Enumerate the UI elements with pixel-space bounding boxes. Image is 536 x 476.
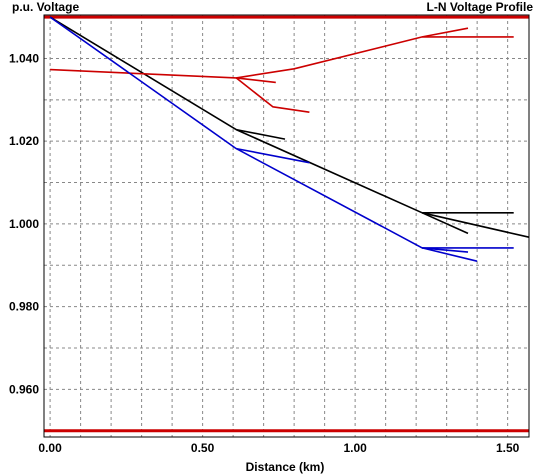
phase-voltage-line	[422, 247, 469, 253]
x-tick-label: 0.50	[191, 441, 215, 455]
y-tick-label: 0.960	[9, 382, 39, 396]
chart-title: L-N Voltage Profile	[427, 0, 534, 14]
phase-voltage-line	[422, 247, 478, 262]
y-tick-labels: 0.960 0.980 1.000 1.020 1.040	[9, 51, 39, 396]
x-axis-label: Distance (km)	[246, 460, 325, 474]
y-tick-label: 1.000	[9, 217, 39, 231]
grid	[44, 15, 529, 437]
x-tick-labels: 0.00 0.50 1.00 1.50	[38, 441, 519, 455]
y-tick-label: 1.020	[9, 134, 39, 148]
phase-voltage-line	[49, 16, 530, 238]
plot-frame	[43, 14, 530, 438]
limit-lines	[44, 15, 529, 433]
phase-voltage-line	[235, 77, 310, 113]
phase-voltage-line	[236, 77, 276, 84]
phase-voltage-line	[236, 128, 286, 140]
x-tick-label: 1.00	[343, 441, 367, 455]
phase-voltage-line	[236, 147, 310, 164]
phase-voltage-line	[421, 212, 469, 235]
phase-voltage-line	[49, 16, 514, 249]
series-lines	[49, 16, 530, 262]
phase-voltage-line	[50, 27, 469, 79]
x-tick-label: 1.50	[496, 441, 520, 455]
y-tick-label: 1.040	[9, 51, 39, 65]
y-tick-label: 0.980	[9, 300, 39, 314]
y-axis-label: p.u. Voltage	[12, 0, 79, 14]
x-tick-label: 0.00	[38, 441, 62, 455]
